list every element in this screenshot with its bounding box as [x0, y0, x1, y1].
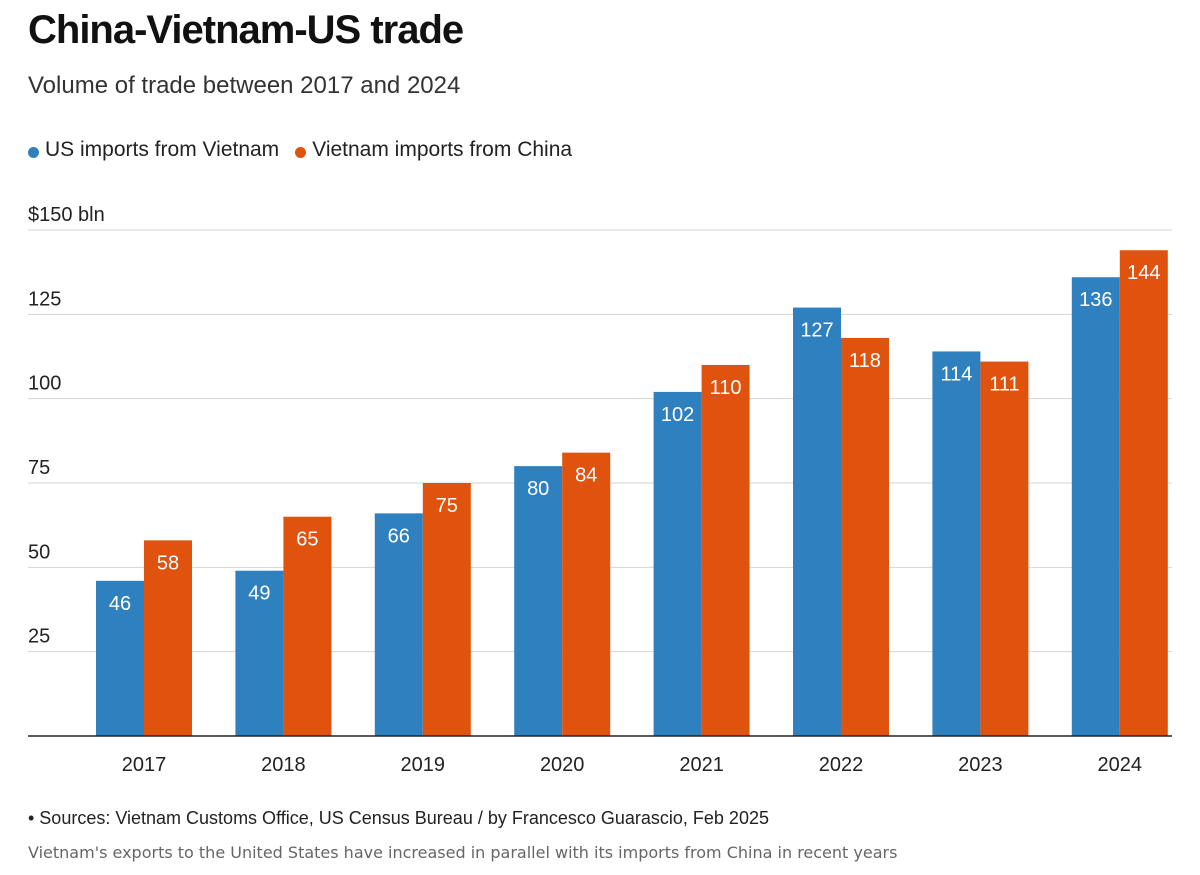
bar-value-label: 110	[710, 377, 742, 399]
bar-us-imports-2018	[235, 570, 284, 736]
y-tick-label: 25	[28, 626, 50, 648]
legend-label-vietnam-imports: Vietnam imports from China	[312, 138, 573, 161]
legend-swatch-vietnam-imports	[295, 146, 307, 158]
legend-item-vietnam-imports: Vietnam imports from China	[295, 138, 572, 162]
bar-vietnam-imports-2024	[1119, 250, 1168, 737]
bar-value-label: 84	[575, 465, 597, 487]
y-tick-label: $150 bln	[28, 204, 105, 226]
y-tick-label: 100	[28, 373, 61, 395]
legend-item-us-imports: US imports from Vietnam	[28, 138, 279, 162]
chart-area: 25 50 75 100 125 $150 bln 46 58 2017 49 65 2018 66 75…	[0, 190, 1200, 790]
caption: Vietnam's exports to the United States h…	[28, 843, 898, 862]
x-tick-label: 2020	[540, 754, 585, 776]
bar-us-imports-2019	[374, 513, 423, 736]
source-note: • Sources: Vietnam Customs Office, US Ce…	[28, 808, 769, 828]
x-tick-label: 2018	[261, 754, 306, 776]
x-tick-label: 2017	[122, 754, 167, 776]
bar-value-label: 46	[109, 593, 131, 615]
x-tick-label: 2021	[679, 754, 724, 776]
bar-value-label: 58	[157, 552, 179, 574]
bar-value-label: 144	[1127, 262, 1160, 284]
bar-us-imports-2020	[514, 466, 563, 736]
legend: US imports from Vietnam Vietnam imports …	[28, 138, 588, 162]
bar-us-imports-2023	[932, 351, 981, 736]
bar-us-imports-2024	[1071, 277, 1120, 736]
y-tick-label: 50	[28, 541, 50, 563]
bar-chart: 25 50 75 100 125 $150 bln 46 58 2017 49 65 2018 66 75…	[28, 204, 1172, 776]
legend-swatch-us-imports	[28, 146, 39, 158]
bar-vietnam-imports-2022	[841, 337, 889, 736]
x-tick-label: 2022	[819, 754, 864, 776]
bar-value-label: 102	[661, 404, 694, 426]
bar-vietnam-imports-2019	[422, 483, 471, 736]
bar-value-label: 66	[388, 525, 410, 547]
bar-us-imports-2022	[793, 307, 841, 736]
bar-value-label: 118	[849, 350, 881, 372]
x-tick-label: 2019	[401, 754, 446, 776]
chart-subtitle: Volume of trade between 2017 and 2024	[28, 72, 461, 99]
bar-value-label: 136	[1079, 289, 1112, 311]
bar-value-label: 80	[527, 478, 549, 500]
chart-title: China-Vietnam-US trade	[28, 8, 464, 52]
bar-vietnam-imports-2021	[701, 364, 750, 736]
bar-value-label: 127	[800, 320, 833, 342]
bar-value-label: 75	[436, 495, 458, 517]
bar-vietnam-imports-2023	[980, 361, 1029, 736]
bar-value-label: 111	[989, 374, 1019, 396]
x-tick-label: 2024	[1098, 754, 1143, 776]
y-tick-label: 125	[28, 288, 61, 310]
bar-vietnam-imports-2020	[562, 452, 611, 736]
bar-vietnam-imports-2018	[283, 516, 332, 736]
legend-label-us-imports: US imports from Vietnam	[45, 138, 280, 161]
bar-vietnam-imports-2017	[144, 540, 192, 736]
bar-value-label: 49	[248, 583, 270, 605]
bar-us-imports-2017	[96, 580, 144, 736]
bar-value-label: 65	[296, 529, 318, 551]
bar-value-label: 114	[940, 363, 972, 385]
bar-us-imports-2021	[653, 391, 702, 736]
x-tick-label: 2023	[958, 754, 1003, 776]
y-tick-label: 75	[28, 457, 50, 479]
